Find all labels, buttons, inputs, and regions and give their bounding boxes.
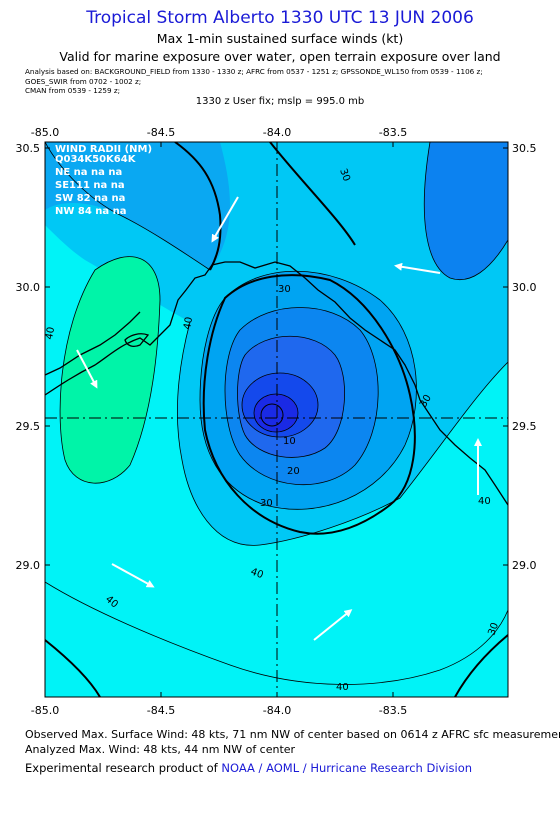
contour-label: 40 <box>478 496 491 507</box>
contour-line <box>253 393 299 433</box>
analysis-line: Analysis based on: BACKGROUND_FIELD from… <box>25 67 483 76</box>
analyzed-max-wind: Analyzed Max. Wind: 48 kts, 44 nm NW of … <box>25 743 296 756</box>
x-tick-label-bottom: -84.0 <box>263 704 291 717</box>
contour-label: 30 <box>278 284 291 295</box>
y-tick-label-left: 29.0 <box>16 559 41 572</box>
contour-label: 10 <box>283 436 296 447</box>
y-tick-label-right: 29.0 <box>512 559 537 572</box>
y-tick-label-left: 30.0 <box>16 281 41 294</box>
wind-field-map: -85.0 -84.5 -84.0 -83.5 -85.0 -84.5 -84.… <box>16 126 537 717</box>
observed-max-wind: Observed Max. Surface Wind: 48 kts, 71 n… <box>25 728 560 741</box>
wind-vector-arrow <box>211 196 239 243</box>
wind-contour-34kt <box>202 274 416 535</box>
wind-radii-row: NW 84 na na <box>55 206 127 217</box>
contour-label: 40 <box>336 682 349 693</box>
contour-line <box>237 336 345 458</box>
y-tick-label-right: 29.5 <box>512 420 537 433</box>
y-tick-label-right: 30.0 <box>512 281 537 294</box>
contour-label: 20 <box>287 466 300 477</box>
contour-label: 30 <box>486 621 501 637</box>
user-fix-text: 1330 z User fix; mslp = 995.0 mb <box>195 96 365 107</box>
map-title: Tropical Storm Alberto 1330 UTC 13 JUN 2… <box>86 8 474 28</box>
wind-radii-header: Q034K50K64K <box>55 154 137 165</box>
contour-label: 40 <box>249 566 265 581</box>
wind-contour-34kt <box>45 639 101 697</box>
contour-line <box>177 321 508 546</box>
contour-line <box>423 142 508 281</box>
wind-vector-arrow <box>111 563 155 588</box>
coastline <box>45 261 508 506</box>
contour-label: 30 <box>337 167 352 183</box>
wind-radii-row: SE111 na na <box>55 180 125 191</box>
x-tick-label-top: -83.5 <box>379 126 407 139</box>
analysis-line: CMAN from 0539 - 1259 z; <box>25 86 121 95</box>
contour-line <box>59 256 161 484</box>
wind-vector-arrow <box>313 609 353 641</box>
y-tick-label-left: 29.5 <box>16 420 41 433</box>
map-subtitle-units: Max 1-min sustained surface winds (kt) <box>156 31 404 46</box>
contour-line <box>45 581 508 685</box>
wind-radii-title: WIND RADII (NM) <box>55 144 152 155</box>
contour-label: 30 <box>260 498 273 509</box>
credit-line: Experimental research product of NOAA / … <box>25 761 472 775</box>
credit-prefix: Experimental research product of <box>25 761 222 775</box>
wind-contour-34kt <box>269 142 356 246</box>
wind-radii-row: SW 82 na na <box>55 193 125 204</box>
contour-line <box>241 372 319 438</box>
wind-radii-row: NE na na na <box>55 167 122 178</box>
contour-label: 40 <box>182 316 195 330</box>
contour-line <box>45 142 211 271</box>
contour-label: 40 <box>44 326 57 340</box>
x-tick-label-top: -84.5 <box>147 126 175 139</box>
analysis-sources: Analysis based on: BACKGROUND_FIELD from… <box>25 67 555 96</box>
wind-region-ne <box>424 142 508 280</box>
analysis-line: GOES_SWIR from 0702 - 1002 z; <box>25 76 142 86</box>
contour-line <box>224 307 379 486</box>
noaa-link[interactable]: NOAA / AOML / Hurricane Research Divisio… <box>221 761 473 775</box>
coastline-island <box>124 333 150 347</box>
wind-radii-table: WIND RADII (NM) Q034K50K64K NE na na na … <box>55 144 152 217</box>
storm-eye <box>260 403 284 427</box>
wind-region-green <box>60 256 161 484</box>
contour-line <box>199 270 417 510</box>
wind-contour-34kt <box>174 142 222 271</box>
x-tick-label-top: -85.0 <box>31 126 59 139</box>
wind-region-nw <box>45 142 230 270</box>
x-tick-label-top: -84.0 <box>263 126 291 139</box>
wind-vector-arrow <box>76 349 98 389</box>
x-tick-label-bottom: -85.0 <box>31 704 59 717</box>
wind-contour-34kt <box>454 634 508 697</box>
wind-vector-arrow <box>394 262 441 274</box>
x-tick-label-bottom: -84.5 <box>147 704 175 717</box>
y-tick-label-right: 30.5 <box>512 142 537 155</box>
y-tick-label-left: 30.5 <box>16 142 41 155</box>
map-subtitle-exposure: Valid for marine exposure over water, op… <box>59 49 501 64</box>
x-tick-label-bottom: -83.5 <box>379 704 407 717</box>
coastline <box>45 311 141 376</box>
